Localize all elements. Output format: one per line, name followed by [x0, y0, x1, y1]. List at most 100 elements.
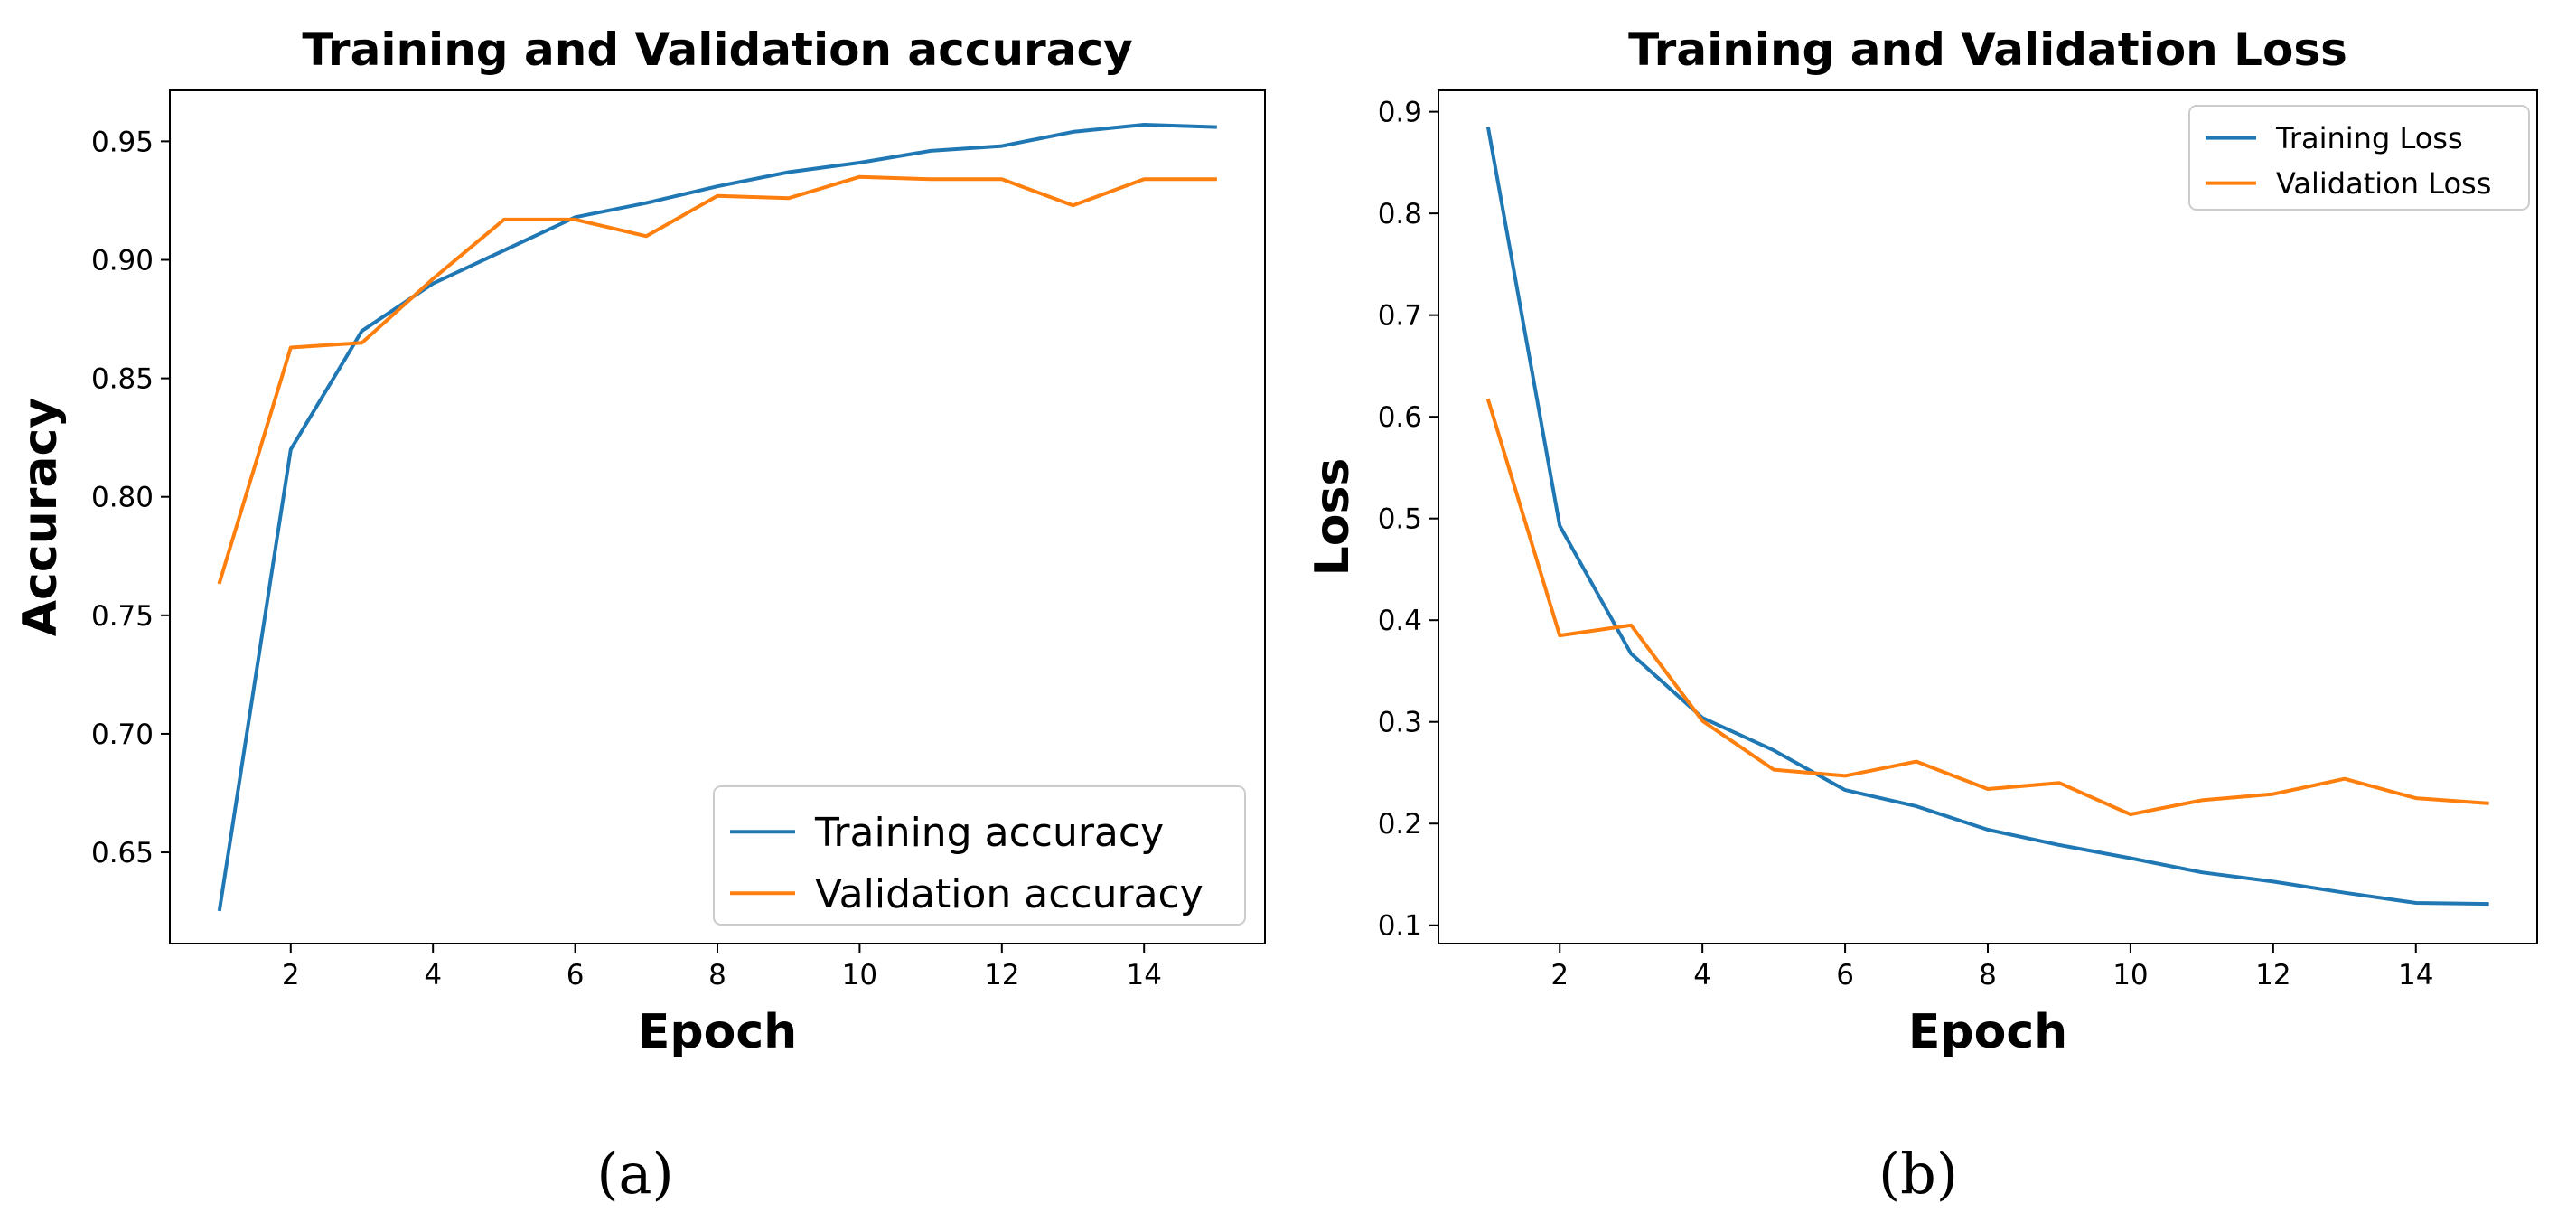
x-axis-label: Epoch: [1908, 1005, 2067, 1059]
data-point: [574, 218, 577, 221]
data-point: [1915, 804, 1918, 808]
data-point: [2272, 879, 2275, 883]
data-point: [1072, 130, 1075, 134]
y-tick-label: 0.5: [1378, 503, 1422, 536]
y-tick-label: 0.8: [1378, 198, 1422, 230]
data-point: [2200, 798, 2204, 802]
data-point: [2343, 891, 2347, 895]
data-point: [289, 447, 293, 451]
data-point: [716, 194, 719, 198]
x-tick-label: 6: [567, 959, 585, 991]
data-point: [2272, 793, 2275, 796]
data-point: [360, 329, 363, 333]
data-point: [1072, 203, 1075, 207]
legend: Training Loss Validation Loss: [2188, 105, 2530, 211]
y-axis-label: Accuracy: [14, 398, 68, 636]
data-point: [502, 249, 506, 252]
x-tick-label: 8: [1979, 959, 1997, 991]
data-point: [1213, 177, 1217, 181]
data-point: [1213, 126, 1217, 129]
data-point: [1142, 177, 1146, 181]
data-point: [929, 149, 932, 153]
legend-label: Training accuracy: [814, 810, 1164, 856]
data-point: [1558, 634, 1561, 637]
accuracy-chart: Training and Validation accuracy 2 4 6 8 10 12…: [14, 23, 1266, 1059]
data-point: [1629, 624, 1633, 627]
y-tick-label: 0.90: [91, 244, 154, 277]
data-point: [1915, 760, 1918, 764]
y-tick-label: 0.9: [1378, 97, 1422, 129]
caption-b: (b): [1878, 1141, 1958, 1207]
y-tick-label: 0.6: [1378, 401, 1422, 434]
series-line-validation-accuracy: [217, 174, 1217, 585]
legend-label: Validation Loss: [2276, 166, 2491, 201]
legend: Training accuracy Validation accuracy: [713, 785, 1246, 926]
data-point: [2414, 796, 2418, 800]
x-tick-label: 2: [282, 959, 300, 991]
legend-label: Validation accuracy: [815, 871, 1204, 917]
data-point: [787, 170, 791, 174]
x-tick-label: 14: [2398, 959, 2433, 991]
data-point: [1843, 774, 1847, 777]
data-point: [2057, 781, 2061, 785]
data-point: [716, 184, 719, 188]
x-tick-label: 14: [1126, 959, 1161, 991]
series-line-training-loss: [1485, 127, 2489, 907]
y-tick-label: 0.95: [91, 126, 154, 158]
chart-title: Training and Validation accuracy: [302, 23, 1132, 76]
legend-label: Training Loss: [2275, 121, 2463, 155]
data-point: [929, 177, 932, 181]
data-point: [218, 907, 221, 911]
data-point: [1000, 177, 1004, 181]
x-tick-label: 12: [984, 959, 1019, 991]
y-tick-label: 0.70: [91, 719, 154, 751]
data-point: [857, 161, 861, 164]
y-tick-label: 0.3: [1378, 707, 1422, 739]
y-tick-label: 0.85: [91, 363, 154, 396]
y-tick-label: 0.80: [91, 482, 154, 514]
data-point: [218, 580, 221, 584]
data-point: [1558, 524, 1561, 528]
data-point: [1986, 787, 1990, 791]
data-point: [502, 218, 506, 221]
data-point: [2200, 870, 2204, 874]
x-axis-label: Epoch: [638, 1005, 797, 1059]
data-point: [2129, 813, 2132, 816]
series-line-training-accuracy: [217, 123, 1217, 912]
data-point: [787, 196, 791, 200]
data-point: [289, 346, 293, 350]
data-point: [1486, 127, 1490, 131]
data-point: [2057, 843, 2061, 847]
data-point: [2414, 901, 2418, 905]
y-tick-label: 0.7: [1378, 300, 1422, 333]
data-point: [644, 234, 648, 238]
y-tick-label: 0.65: [91, 837, 154, 869]
y-tick-label: 0.4: [1378, 605, 1422, 637]
x-tick-label: 4: [1693, 959, 1711, 991]
x-tick-label: 8: [708, 959, 726, 991]
y-tick-label: 0.2: [1378, 808, 1422, 841]
y-tick-label: 0.1: [1378, 910, 1422, 943]
x-tick-label: 4: [424, 959, 442, 991]
data-point: [2129, 856, 2132, 860]
x-tick-label: 10: [842, 959, 877, 991]
data-point: [360, 341, 363, 344]
data-point: [1772, 768, 1775, 772]
caption-a: (a): [596, 1141, 673, 1207]
x-tick-label: 10: [2112, 959, 2148, 991]
legend-box: [2188, 105, 2530, 211]
data-point: [1772, 748, 1775, 752]
y-tick-label: 0.75: [91, 600, 154, 633]
data-point: [1986, 828, 1990, 832]
data-point: [2486, 802, 2489, 805]
x-tick-label: 6: [1836, 959, 1854, 991]
data-point: [1629, 652, 1633, 655]
data-point: [857, 175, 861, 179]
x-tick-label: 2: [1550, 959, 1569, 991]
series-line-validation-loss: [1485, 398, 2489, 817]
plot-frame: [1438, 89, 2538, 944]
data-point: [1700, 719, 1704, 723]
y-axis-label: Loss: [1306, 458, 1360, 577]
data-point: [2486, 902, 2489, 906]
